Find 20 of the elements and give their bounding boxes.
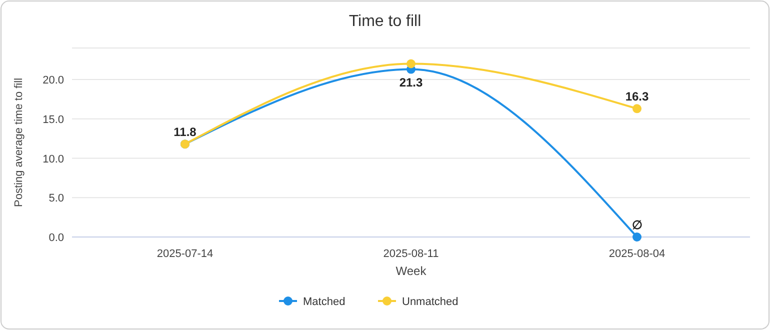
data-label: ∅ [632, 218, 642, 232]
data-label: 11.8 [174, 125, 197, 140]
data-label: 21.3 [399, 75, 423, 90]
legend-label: Matched [303, 296, 346, 308]
x-tick-label: 2025-08-11 [383, 248, 439, 260]
x-axis-title: Week [396, 264, 428, 278]
y-tick-label: 10.0 [42, 153, 64, 166]
point [632, 104, 642, 114]
chart-title: Time to fill [348, 13, 422, 30]
legend-label: Unmatched [402, 296, 458, 308]
x-tick-label: 2025-07-14 [156, 248, 214, 260]
y-tick-label: 15.0 [42, 114, 64, 126]
data-label: 16.3 [625, 90, 649, 104]
point [632, 232, 642, 242]
y-tick-label: 5.0 [48, 192, 64, 205]
y-axis-title: Posting average time to fill [13, 78, 25, 208]
point [406, 59, 416, 68]
x-tick-label: 2025-08-04 [608, 248, 666, 260]
y-tick-label: 0.0 [48, 232, 64, 244]
y-tick-label: 20.0 [42, 74, 64, 86]
